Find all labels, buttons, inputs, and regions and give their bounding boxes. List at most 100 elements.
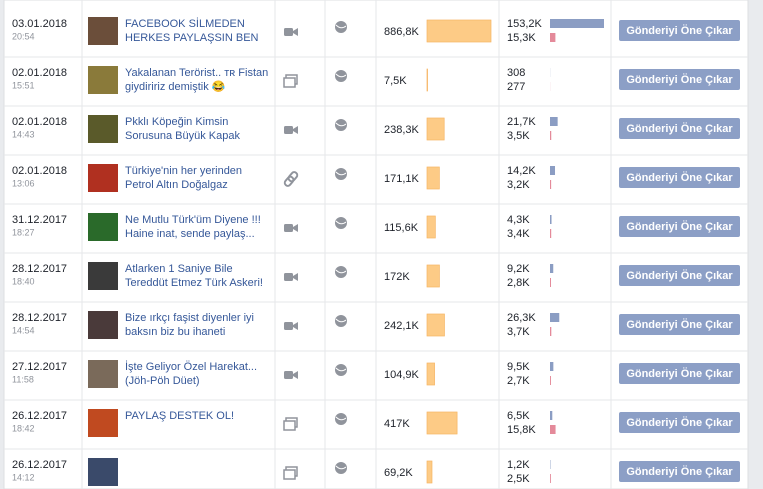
post-date: 02.01.2018 <box>12 165 67 177</box>
reach-bar <box>426 68 428 92</box>
reach-bar <box>426 362 435 386</box>
video-icon <box>293 273 298 281</box>
post-thumbnail <box>88 360 118 388</box>
boost-button[interactable] <box>619 265 740 286</box>
boost-button-label: Gönderiyi Öne Çıkar <box>626 367 733 380</box>
post-title: FACEBOOK SİLMEDEN <box>125 17 245 30</box>
globe-icon <box>335 413 347 425</box>
post-date: 31.12.2017 <box>12 214 67 226</box>
reach-label: 886,8K <box>384 26 420 38</box>
reach-bar <box>426 264 440 288</box>
post-title: Pkklı Köpeğin Kimsin <box>125 116 228 128</box>
engagement-bar <box>550 117 558 126</box>
post-title: İşte Geliyor Özel Harekat... <box>125 360 257 373</box>
boost-button[interactable] <box>619 461 740 482</box>
post-time: 14:54 <box>12 325 35 335</box>
globe-icon <box>335 21 347 33</box>
engagement-bar <box>550 425 556 434</box>
engagement-bar <box>550 376 551 385</box>
globe-icon <box>335 122 347 127</box>
post-date: 02.01.2018 <box>12 67 67 79</box>
globe-icon <box>335 24 347 29</box>
post-thumbnail <box>88 458 118 486</box>
engagement-label: 3,7K <box>507 326 530 338</box>
globe-icon <box>335 269 347 274</box>
engagement-label: 3,5K <box>507 130 530 142</box>
globe-icon <box>335 217 347 229</box>
post-time: 13:06 <box>12 178 35 188</box>
reach-label: 417K <box>384 418 410 430</box>
video-icon <box>284 28 293 36</box>
video-icon <box>293 371 298 379</box>
post-time: 14:12 <box>12 472 35 482</box>
globe-icon <box>335 220 347 225</box>
post-thumbnail <box>88 409 118 437</box>
engagement-bar <box>550 229 552 238</box>
boost-button[interactable] <box>619 118 740 139</box>
album-icon <box>283 469 296 480</box>
engagement-bar <box>550 362 554 371</box>
globe-icon <box>335 171 347 176</box>
reach-label: 7,5K <box>384 75 407 87</box>
engagement-bar <box>550 313 560 322</box>
post-title: Petrol Altın Doğalgaz <box>125 179 228 191</box>
video-icon <box>293 322 298 330</box>
boost-button[interactable] <box>619 412 740 433</box>
engagement-label: 3,4K <box>507 228 530 240</box>
post-thumbnail <box>88 311 118 339</box>
engagement-bar <box>550 264 554 273</box>
post-title: Sorusuna Büyük Kapak <box>125 130 240 142</box>
engagement-label: 21,7K <box>507 116 536 128</box>
post-date: 26.12.2017 <box>12 459 67 471</box>
engagement-bar <box>550 215 552 224</box>
post-date: 28.12.2017 <box>12 263 67 275</box>
post-title: giydiririz demiştik 😂 <box>125 80 226 93</box>
post-title: PAYLAŞ DESTEK OL! <box>125 410 234 422</box>
engagement-label: 14,2K <box>507 165 536 177</box>
globe-icon <box>335 318 347 323</box>
boost-button[interactable] <box>619 20 740 41</box>
reach-label: 104,9K <box>384 369 420 381</box>
reach-bar <box>426 460 433 484</box>
engagement-bar <box>550 474 551 483</box>
engagement-label: 9,5K <box>507 361 530 373</box>
boost-button[interactable] <box>619 167 740 188</box>
post-thumbnail <box>88 66 118 94</box>
engagement-bar <box>550 33 556 42</box>
post-title: Tereddüt Etmez Türk Askeri! <box>125 277 263 289</box>
post-title: baksın biz bu ihaneti <box>125 326 225 338</box>
boost-button[interactable] <box>619 314 740 335</box>
boost-button[interactable] <box>619 363 740 384</box>
post-date: 28.12.2017 <box>12 312 67 324</box>
boost-button[interactable] <box>619 216 740 237</box>
post-time: 18:40 <box>12 276 35 286</box>
post-time: 11:58 <box>12 374 34 384</box>
post-title: Yakalanan Terörist.. ᴛʀ Fistan <box>125 67 268 79</box>
reach-label: 238,3K <box>384 124 420 136</box>
engagement-bar <box>550 19 604 28</box>
video-icon <box>284 126 293 134</box>
post-time: 18:27 <box>12 227 35 237</box>
globe-icon <box>335 416 347 421</box>
post-time: 14:43 <box>12 129 35 139</box>
video-icon <box>293 126 298 134</box>
post-time: 15:51 <box>12 80 35 90</box>
post-thumbnail <box>88 213 118 241</box>
engagement-bar <box>550 278 551 287</box>
boost-button-label: Gönderiyi Öne Çıkar <box>626 24 733 37</box>
reach-bar <box>426 166 440 190</box>
boost-button-label: Gönderiyi Öne Çıkar <box>626 171 733 184</box>
engagement-label: 6,5K <box>507 410 530 422</box>
globe-icon <box>335 315 347 327</box>
post-thumbnail <box>88 164 118 192</box>
globe-icon <box>335 465 347 470</box>
boost-button-label: Gönderiyi Öne Çıkar <box>626 465 733 478</box>
boost-button[interactable] <box>619 69 740 90</box>
reach-bar <box>426 19 492 43</box>
reach-bar <box>426 117 445 141</box>
engagement-label: 2,8K <box>507 277 530 289</box>
post-title: Haine inat, sende paylaş... <box>125 228 255 240</box>
reach-bar <box>426 313 445 337</box>
reach-bar <box>426 215 436 239</box>
